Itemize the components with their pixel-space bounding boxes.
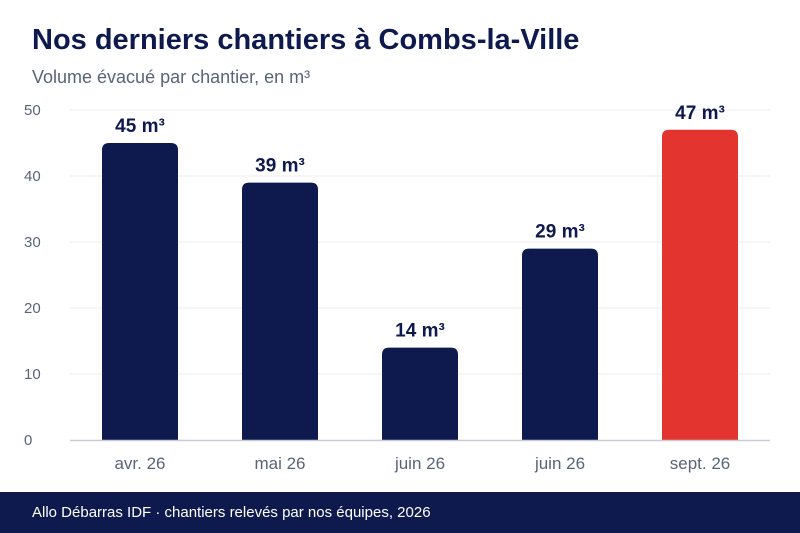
y-tick-label: 50	[24, 102, 41, 119]
data-label: 39 m³	[255, 156, 305, 177]
x-tick-label: sept. 26	[670, 454, 731, 473]
bar	[522, 248, 598, 440]
data-label: 14 m³	[395, 321, 445, 342]
footer-bar: Allo Débarras IDF · chantiers relevés pa…	[0, 492, 800, 533]
data-label: 45 m³	[115, 116, 165, 137]
x-tick-label: juin 26	[534, 454, 585, 473]
bar	[102, 143, 178, 440]
y-tick-label: 30	[24, 234, 41, 251]
y-tick-label: 0	[24, 432, 32, 449]
bar-chart: 0 10 20 30 40 50 45 m³ avr. 26 39 m³ mai 26 14 m³ j…	[24, 102, 770, 473]
chart-title: Nos derniers chantiers à Combs-la-Ville	[32, 24, 580, 56]
bar	[662, 129, 738, 441]
bar	[242, 182, 318, 440]
y-tick-label: 40	[24, 168, 41, 185]
bar	[382, 347, 458, 440]
x-tick-label: mai 26	[254, 454, 305, 473]
x-tick-label: juin 26	[394, 454, 445, 473]
x-tick-label: avr. 26	[114, 454, 165, 473]
data-label: 29 m³	[535, 222, 585, 243]
y-tick-label: 20	[24, 300, 41, 317]
footer-source: Allo Débarras IDF · chantiers relevés pa…	[32, 504, 431, 521]
chart-subtitle: Volume évacué par chantier, en m³	[32, 67, 311, 87]
y-tick-label: 10	[24, 366, 41, 383]
data-label: 47 m³	[675, 103, 725, 124]
